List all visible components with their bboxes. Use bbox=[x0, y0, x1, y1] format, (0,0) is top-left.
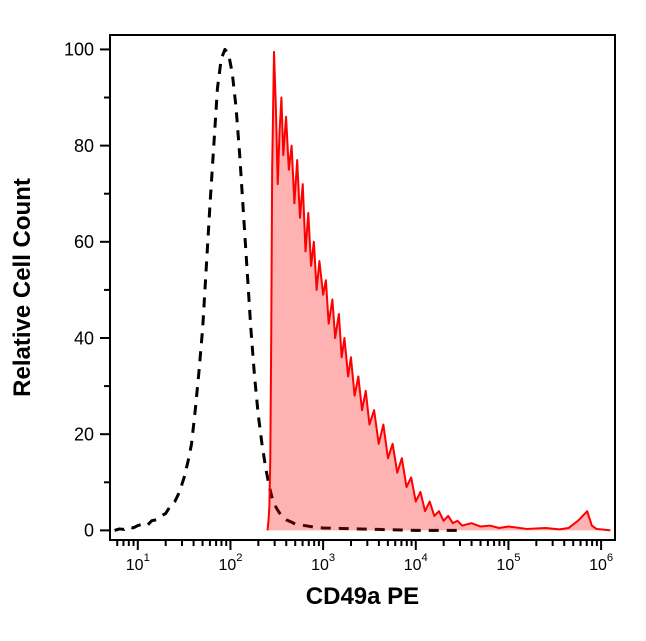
x-tick-label: 103 bbox=[311, 552, 335, 574]
flow-cytometry-histogram: 101 102 103 104 105 106 0 20 40 60 80 100 CD49a PE Re… bbox=[0, 0, 646, 641]
y-tick-label: 60 bbox=[74, 232, 94, 252]
x-tick-label: 104 bbox=[404, 552, 428, 574]
x-tick-label: 101 bbox=[126, 552, 150, 574]
y-axis-label: Relative Cell Count bbox=[9, 178, 36, 397]
y-tick-label: 20 bbox=[74, 424, 94, 444]
x-tick-label: 106 bbox=[589, 552, 613, 574]
x-axis-label: CD49a PE bbox=[306, 583, 419, 610]
chart-svg: 101 102 103 104 105 106 0 20 40 60 80 100 CD49a PE Re… bbox=[0, 0, 646, 641]
y-tick-label: 100 bbox=[64, 40, 94, 60]
x-tick-label: 102 bbox=[218, 552, 242, 574]
x-tick-label: 105 bbox=[496, 552, 520, 574]
y-tick-label: 0 bbox=[84, 521, 94, 541]
y-tick-label: 40 bbox=[74, 328, 94, 348]
y-tick-label: 80 bbox=[74, 136, 94, 156]
